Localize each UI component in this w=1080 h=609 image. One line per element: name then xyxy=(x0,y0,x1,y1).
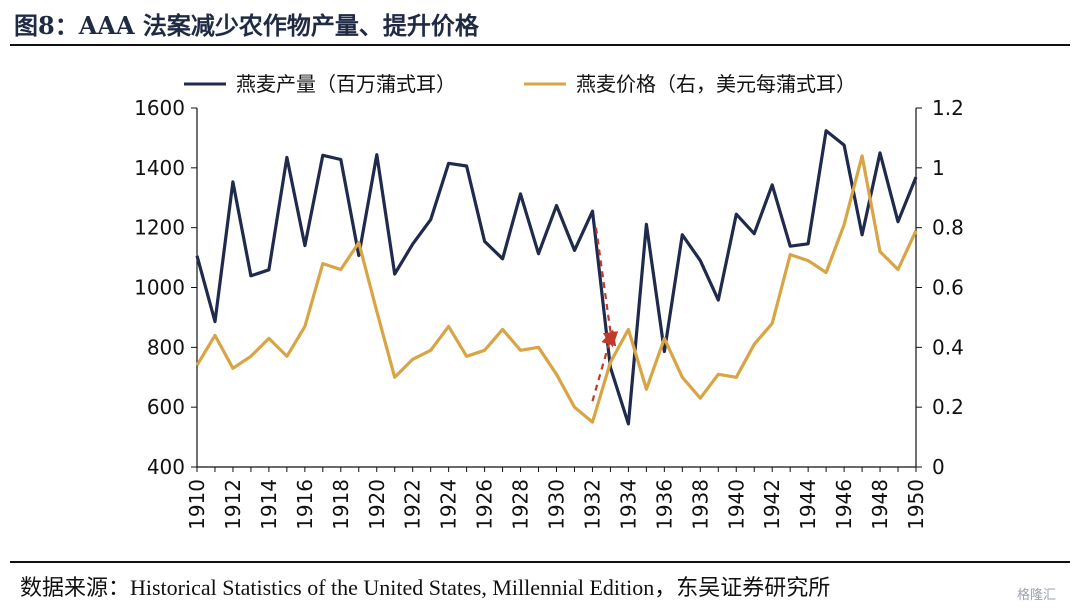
x-axis-ticks: 1910 1912 1914 1916 1918 1920 1922 1924 1926 1928… xyxy=(185,467,928,530)
right-axis-ticks: 0 0.2 0.4 0.6 0.8 1 1.2 xyxy=(916,96,964,479)
left-axis-ticks: 400 600 800 1000 1200 1400 1600 xyxy=(134,96,197,479)
production-line xyxy=(195,129,918,426)
x-tick-label: 1936 xyxy=(652,479,676,530)
x-tick-label: 1934 xyxy=(616,479,640,530)
left-tick-label: 400 xyxy=(147,455,185,479)
x-tick-label: 1918 xyxy=(329,479,353,530)
left-tick-label: 1600 xyxy=(134,96,185,120)
right-tick-label: 0.8 xyxy=(932,216,964,240)
title-rule xyxy=(10,44,1070,46)
right-tick-label: 0.2 xyxy=(932,395,964,419)
x-tick-label: 1932 xyxy=(580,479,604,530)
source-note: 数据来源：Historical Statistics of the United… xyxy=(20,575,831,600)
price-rise-arrow xyxy=(591,329,617,402)
legend-label-price: 燕麦价格（右，美元每蒲式耳） xyxy=(576,72,856,96)
oat-chart: 燕麦产量（百万蒲式耳） 燕麦价格（右，美元每蒲式耳） 400 600 800 1000… xyxy=(134,72,964,530)
right-tick-label: 0.4 xyxy=(932,335,964,359)
x-tick-label: 1916 xyxy=(293,479,317,530)
left-tick-label: 800 xyxy=(147,335,185,359)
x-tick-label: 1920 xyxy=(365,479,389,530)
x-tick-label: 1924 xyxy=(437,479,461,530)
x-tick-label: 1910 xyxy=(185,479,209,530)
x-tick-label: 1938 xyxy=(688,479,712,530)
right-tick-label: 0 xyxy=(932,455,945,479)
x-tick-label: 1944 xyxy=(796,479,820,530)
axes xyxy=(196,108,917,468)
x-tick-label: 1926 xyxy=(473,479,497,530)
right-tick-label: 1.2 xyxy=(932,96,964,120)
left-tick-label: 600 xyxy=(147,395,185,419)
x-tick-label: 1948 xyxy=(868,479,892,530)
annotations xyxy=(591,227,619,402)
x-tick-label: 1950 xyxy=(904,479,928,530)
figure-title: 图8：AAA 法案减少农作物产量、提升价格 xyxy=(14,11,479,40)
production-drop-arrow xyxy=(594,227,619,348)
legend-label-production: 燕麦产量（百万蒲式耳） xyxy=(236,72,456,96)
x-tick-label: 1942 xyxy=(760,479,784,530)
x-tick-label: 1912 xyxy=(221,479,245,530)
left-tick-label: 1000 xyxy=(134,276,185,300)
x-tick-label: 1928 xyxy=(509,479,533,530)
source-rule xyxy=(10,561,1070,563)
x-tick-label: 1930 xyxy=(545,479,569,530)
price-line xyxy=(195,154,918,424)
x-tick-label: 1940 xyxy=(724,479,748,530)
left-tick-label: 1400 xyxy=(134,156,185,180)
series-lines xyxy=(195,129,918,426)
right-tick-label: 1 xyxy=(932,156,945,180)
legend: 燕麦产量（百万蒲式耳） 燕麦价格（右，美元每蒲式耳） xyxy=(184,72,856,96)
x-tick-label: 1946 xyxy=(832,479,856,530)
right-tick-label: 0.6 xyxy=(932,276,964,300)
watermark: 格隆汇 xyxy=(1016,588,1056,603)
x-tick-label: 1922 xyxy=(401,479,425,530)
x-tick-label: 1914 xyxy=(257,479,281,530)
left-tick-label: 1200 xyxy=(134,216,185,240)
